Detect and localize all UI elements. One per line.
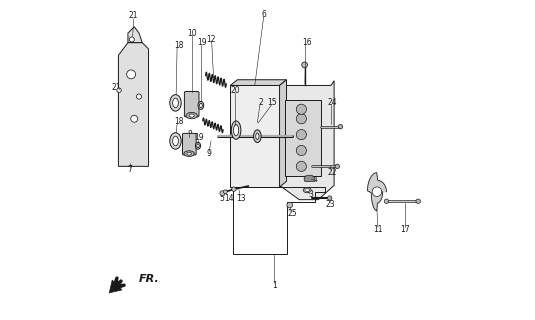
Polygon shape (128, 27, 142, 43)
Text: 19: 19 (197, 38, 207, 47)
Ellipse shape (303, 188, 311, 193)
Text: 20: 20 (231, 86, 241, 95)
Circle shape (335, 164, 340, 169)
Ellipse shape (184, 151, 194, 156)
Text: 13: 13 (236, 194, 246, 203)
Text: 7: 7 (127, 165, 132, 174)
Text: 11: 11 (373, 225, 383, 234)
Text: 14: 14 (224, 194, 234, 203)
Polygon shape (280, 80, 287, 187)
Text: 1: 1 (272, 281, 277, 290)
Text: 15: 15 (268, 99, 277, 108)
Circle shape (416, 199, 421, 204)
Ellipse shape (234, 124, 239, 136)
Ellipse shape (231, 121, 241, 139)
Text: 21: 21 (111, 83, 120, 92)
Ellipse shape (187, 152, 192, 155)
Text: 5: 5 (219, 194, 224, 203)
Circle shape (136, 94, 142, 99)
Text: 10: 10 (187, 28, 197, 38)
Ellipse shape (198, 101, 204, 109)
Text: 21: 21 (129, 11, 139, 20)
Text: 8: 8 (187, 130, 192, 139)
Circle shape (232, 187, 236, 191)
Circle shape (220, 191, 225, 196)
Ellipse shape (200, 103, 202, 108)
Text: 22: 22 (328, 168, 337, 177)
Circle shape (327, 196, 332, 200)
Text: FR.: FR. (139, 274, 160, 284)
Polygon shape (231, 80, 287, 85)
Ellipse shape (170, 95, 181, 111)
Bar (285, 100, 322, 176)
Circle shape (224, 190, 227, 194)
Circle shape (129, 37, 134, 42)
Text: 4: 4 (312, 174, 317, 184)
Circle shape (296, 130, 307, 140)
Polygon shape (275, 81, 334, 200)
Ellipse shape (186, 112, 197, 119)
Circle shape (296, 161, 307, 172)
Text: 18: 18 (174, 41, 184, 50)
Ellipse shape (189, 114, 194, 117)
Circle shape (296, 104, 307, 114)
Text: 2: 2 (259, 99, 264, 108)
Text: 17: 17 (401, 225, 410, 234)
Text: 3: 3 (309, 190, 314, 199)
Text: 6: 6 (261, 10, 266, 19)
FancyArrowPatch shape (109, 280, 122, 293)
Circle shape (287, 202, 293, 208)
Ellipse shape (197, 144, 200, 148)
Polygon shape (118, 43, 149, 166)
Circle shape (384, 199, 389, 204)
Text: 25: 25 (287, 209, 297, 219)
Circle shape (302, 62, 308, 68)
Circle shape (296, 145, 307, 156)
Ellipse shape (170, 133, 181, 149)
Circle shape (372, 187, 381, 196)
Ellipse shape (173, 136, 178, 146)
Circle shape (338, 124, 343, 129)
Ellipse shape (173, 98, 178, 108)
Text: 9: 9 (207, 149, 211, 158)
Circle shape (296, 114, 307, 124)
Text: 18: 18 (174, 117, 184, 126)
Circle shape (131, 115, 137, 122)
Ellipse shape (256, 133, 259, 140)
Text: 16: 16 (302, 38, 312, 47)
FancyBboxPatch shape (182, 133, 196, 155)
Bar (231, 85, 280, 187)
Text: 24: 24 (328, 99, 338, 108)
Polygon shape (304, 175, 315, 181)
Ellipse shape (305, 189, 310, 192)
Circle shape (127, 70, 135, 79)
Circle shape (117, 88, 121, 92)
FancyBboxPatch shape (185, 92, 199, 117)
Text: 12: 12 (207, 35, 216, 44)
Text: 19: 19 (195, 133, 204, 142)
Ellipse shape (254, 130, 261, 142)
Ellipse shape (195, 142, 201, 149)
Text: 23: 23 (325, 200, 335, 209)
Polygon shape (368, 173, 386, 211)
